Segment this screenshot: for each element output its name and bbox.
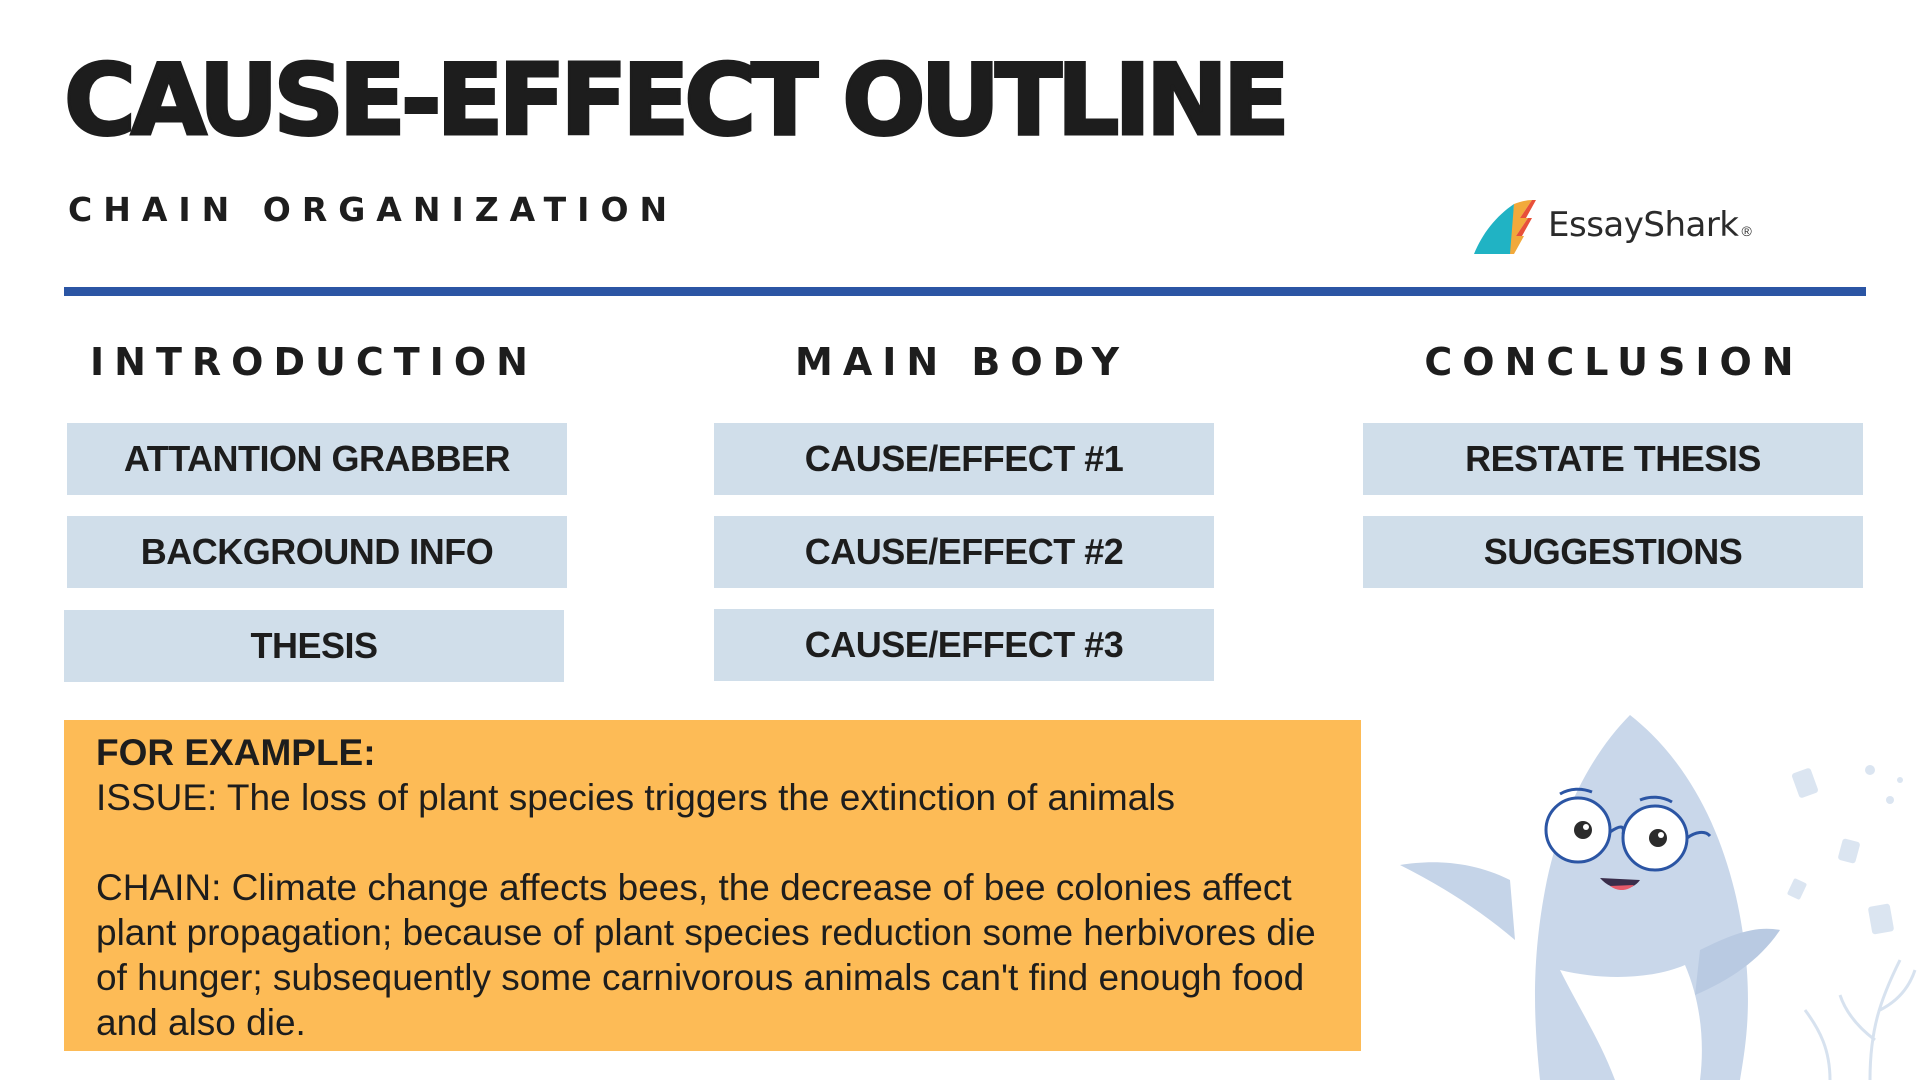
column-heading-introduction: INTRODUCTION <box>90 340 538 384</box>
logo-text: EssayShark <box>1548 205 1739 245</box>
outline-item-background-info: BACKGROUND INFO <box>67 516 567 588</box>
outline-item-suggestions: SUGGESTIONS <box>1363 516 1863 588</box>
page-title: CAUSE-EFFECT OUTLINE <box>63 44 1292 158</box>
shark-fin-logo-icon <box>1474 200 1536 254</box>
essayshark-logo[interactable]: EssayShark ® <box>1470 194 1752 256</box>
example-label: FOR EXAMPLE: <box>96 732 376 773</box>
outline-item-attention-grabber: ATTANTION GRABBER <box>67 423 567 495</box>
column-heading-conclusion: CONCLUSION <box>1424 340 1804 384</box>
column-heading-main-body: MAIN BODY <box>795 340 1129 384</box>
outline-item-restate-thesis: RESTATE THESIS <box>1363 423 1863 495</box>
outline-item-cause-effect-1: CAUSE/EFFECT #1 <box>714 423 1214 495</box>
header-divider <box>64 287 1866 296</box>
example-issue: ISSUE: The loss of plant species trigger… <box>96 777 1176 818</box>
outline-item-cause-effect-2: CAUSE/EFFECT #2 <box>714 516 1214 588</box>
shark-mascot-icon <box>1400 715 1917 1080</box>
example-box: FOR EXAMPLE: ISSUE: The loss of plant sp… <box>64 720 1361 1051</box>
outline-item-cause-effect-3: CAUSE/EFFECT #3 <box>714 609 1214 681</box>
page-subtitle: CHAIN ORGANIZATION <box>68 190 679 229</box>
outline-item-thesis: THESIS <box>64 610 564 682</box>
example-chain: CHAIN: Climate change affects bees, the … <box>96 867 1316 1043</box>
registered-mark: ® <box>1741 223 1752 239</box>
